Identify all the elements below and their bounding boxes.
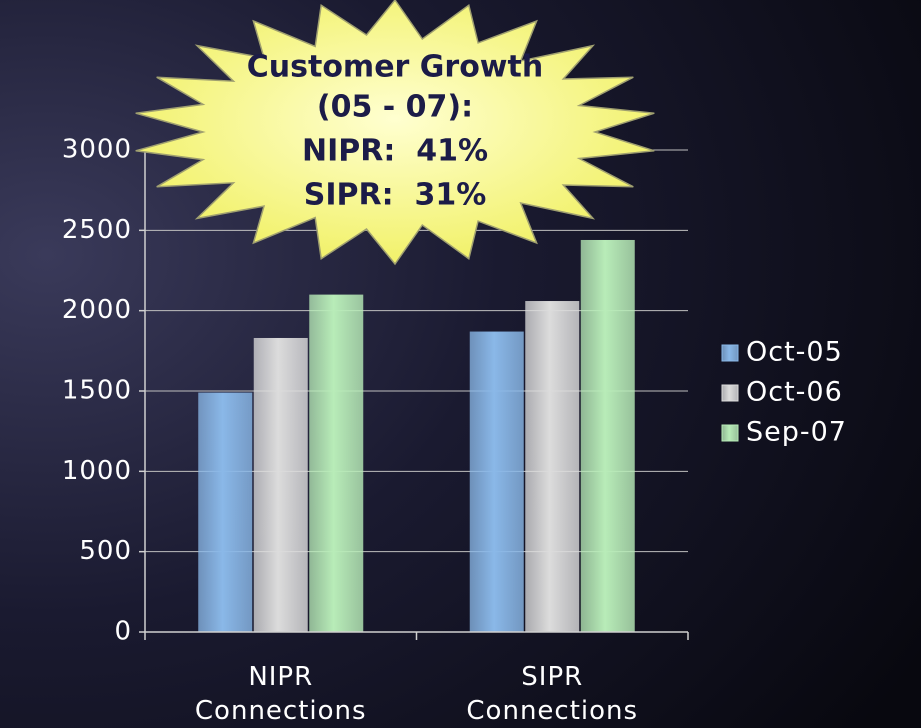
legend-label: Sep-07 [746,417,847,448]
annotation-line: SIPR: 31% [304,178,487,213]
bar [309,294,364,632]
bar [469,331,524,632]
bar [525,301,580,632]
bar [198,392,253,632]
bar [253,337,308,632]
y-tick-label: 1000 [62,456,132,486]
annotation-line: NIPR: 41% [302,134,488,169]
y-tick-label: 500 [79,536,132,566]
x-tick-label: NIPR Connections [194,662,367,726]
legend-swatch [721,344,739,362]
starburst [135,0,655,266]
y-tick-label: 2500 [62,215,132,245]
annotation-line: (05 - 07): [317,90,473,125]
legend-swatch [721,384,739,402]
x-tick-label: SIPR Connections [466,662,639,726]
legend-label: Oct-05 [746,337,843,368]
annotation-line: Customer Growth [247,50,543,85]
y-tick-label: 2000 [62,295,132,325]
y-tick-label: 1500 [62,376,132,406]
bar [580,239,635,632]
legend-label: Oct-06 [746,377,843,408]
y-tick-label: 0 [114,617,132,647]
y-tick-label: 3000 [62,135,132,165]
legend-swatch [721,424,739,442]
